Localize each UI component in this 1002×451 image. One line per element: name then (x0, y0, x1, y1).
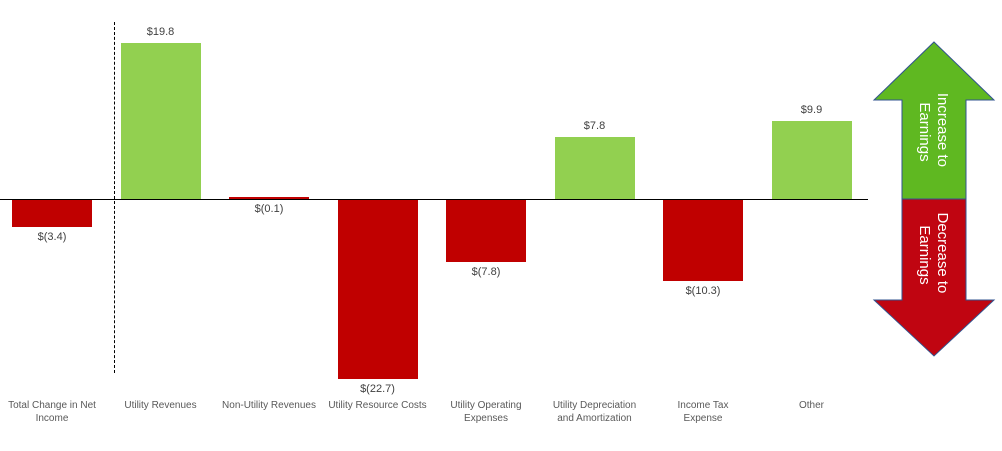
value-label-income-tax-expense: $(10.3) (685, 285, 721, 297)
category-label-utility-resource-costs: Utility Resource Costs (328, 400, 427, 411)
earnings-direction-legend: Increase to Earnings Decrease to Earning… (872, 41, 996, 357)
category-label-utility-operating-expenses: Utility Operating Expenses (450, 400, 522, 424)
category-separator-dashed-line (114, 22, 115, 373)
x-axis-line (0, 199, 868, 200)
bar-other (771, 121, 852, 199)
value-label-other: $9.9 (800, 104, 823, 116)
bar-utility-depreciation-and-amortization (554, 137, 635, 199)
bar-income-tax-expense (663, 200, 743, 281)
value-label-utility-operating-expenses: $(7.8) (471, 266, 501, 278)
increase-arrow-label: Increase to Earnings (916, 93, 951, 171)
decrease-arrow-label: Decrease to Earnings (916, 212, 951, 297)
decrease-down-arrow-icon (872, 198, 996, 357)
bar-total-change-in-net-income (12, 200, 92, 227)
category-label-utility-depreciation-and-amortization: Utility Depreciation and Amortization (552, 400, 637, 424)
increase-up-arrow-icon (872, 41, 996, 200)
category-label-income-tax-expense: Income Tax Expense (677, 400, 729, 424)
value-label-total-change-in-net-income: $(3.4) (37, 231, 67, 243)
category-label-total-change-in-net-income: Total Change in Net Income (8, 400, 96, 424)
bar-utility-operating-expenses (446, 200, 526, 262)
bar-utility-resource-costs (337, 200, 418, 379)
svg-text:Decrease to Earnings: Decrease to Earnings (916, 212, 951, 297)
value-label-utility-resource-costs: $(22.7) (360, 383, 395, 395)
category-label-other: Other (798, 400, 824, 411)
bar-utility-revenues (120, 43, 201, 199)
bar-non-utility-revenues (229, 197, 309, 199)
category-label-non-utility-revenues: Non-Utility Revenues (222, 400, 316, 411)
value-label-utility-revenues: $19.8 (146, 26, 175, 38)
value-label-non-utility-revenues: $(0.1) (254, 203, 284, 215)
value-label-utility-depreciation-and-amortization: $7.8 (583, 120, 606, 132)
category-label-utility-revenues: Utility Revenues (124, 400, 197, 411)
svg-text:Increase to Earnings: Increase to Earnings (916, 93, 951, 171)
